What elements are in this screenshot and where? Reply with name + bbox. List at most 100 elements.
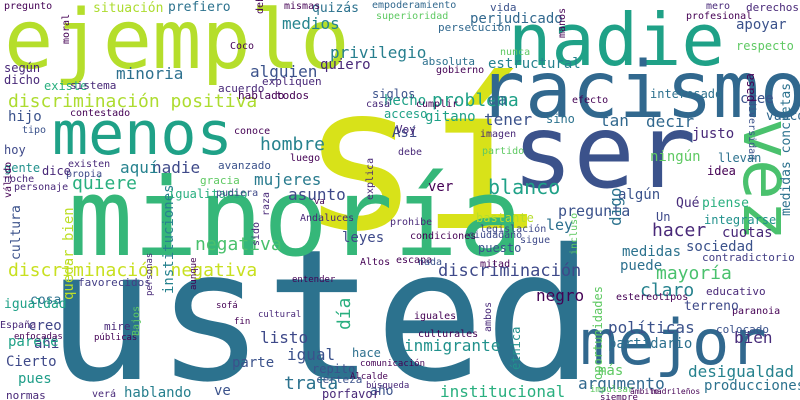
cloud-word: medidas concretas	[779, 82, 794, 216]
cloud-word: mitad	[480, 259, 511, 270]
cloud-word: cosa	[30, 293, 62, 308]
cloud-word: alguien	[250, 62, 318, 81]
cloud-word: personaje	[14, 182, 69, 193]
cloud-word: ejemplo	[4, 0, 350, 88]
cloud-word: ámbito	[630, 387, 659, 396]
cloud-word: sistema	[70, 79, 117, 92]
cloud-word: terreno	[684, 299, 739, 314]
cloud-word: argumento	[578, 374, 665, 393]
cloud-word: sociedad	[686, 239, 754, 255]
cloud-word: institucional	[440, 382, 566, 400]
cloud-word: casa	[366, 99, 391, 110]
cloud-word: pues	[18, 371, 52, 387]
cloud-word: cultural	[258, 310, 302, 320]
cloud-word: igualitario	[168, 187, 248, 201]
cloud-word: día	[334, 297, 355, 330]
cloud-word: imagen	[480, 129, 517, 140]
cloud-word: prohibe	[390, 217, 433, 228]
cloud-word: nadie	[508, 0, 725, 82]
cloud-word: prefiero	[168, 0, 231, 15]
cloud-word: superioridad	[376, 11, 449, 22]
cloud-word: idea	[707, 164, 736, 178]
cloud-word: interesado	[650, 87, 723, 101]
cloud-word: nunca	[500, 47, 531, 58]
cloud-word: ley	[546, 216, 574, 234]
cloud-word: contestado	[70, 108, 131, 119]
cloud-word: igualdad	[4, 297, 67, 312]
cloud-word: efecto	[572, 95, 609, 106]
cloud-word: étnica	[509, 326, 523, 370]
cloud-word: Andaluces	[300, 213, 355, 224]
cloud-word: año	[370, 384, 394, 399]
cloud-word: pasa	[743, 73, 757, 102]
cloud-word: bastante	[476, 211, 534, 225]
cloud-word: minoría	[68, 156, 524, 281]
cloud-word: pudiera	[216, 188, 259, 199]
cloud-word: minoria	[116, 64, 184, 83]
cloud-word: mejor	[580, 306, 767, 379]
cloud-word: gitano	[425, 109, 476, 125]
cloud-word: discriminación	[438, 261, 582, 281]
cloud-word: medios	[282, 14, 340, 33]
cloud-word: decir	[646, 112, 695, 131]
cloud-word: creo	[28, 318, 62, 334]
cloud-word: aunque	[189, 257, 199, 290]
cloud-word: situación	[93, 1, 164, 16]
cloud-word: ver	[428, 179, 454, 195]
cloud-word: España	[0, 320, 37, 331]
cloud-word: negro	[536, 286, 585, 305]
cloud-word: puesto	[478, 241, 522, 255]
cloud-word: Bajos	[131, 305, 142, 336]
cloud-word: bien	[734, 328, 773, 347]
cloud-word: menos	[52, 99, 233, 169]
cloud-word: partidario	[608, 336, 693, 352]
cloud-word: verá	[92, 389, 117, 400]
cloud-word: conoce	[234, 126, 271, 137]
cloud-word: legislación	[480, 224, 547, 235]
cloud-word: mero	[706, 1, 731, 12]
cloud-word: válido	[3, 161, 14, 198]
cloud-word: existe	[44, 79, 88, 93]
cloud-word: raza	[261, 191, 272, 216]
cloud-word: pregunto	[4, 1, 53, 12]
cloud-word: derechos	[746, 1, 799, 14]
cloud-word: madrileños	[652, 387, 701, 396]
cloud-word: respecto	[736, 39, 794, 53]
cloud-word: hoy	[4, 143, 26, 157]
cloud-word: racismo	[478, 46, 800, 136]
cloud-word: cumplir	[416, 99, 459, 110]
cloud-word: favorecidos	[78, 276, 151, 289]
cloud-word: gente	[4, 161, 41, 175]
cloud-word: aquí	[120, 158, 159, 177]
cloud-word: estructural	[488, 56, 581, 72]
cloud-word: culturales	[418, 329, 479, 340]
cloud-word: quiere	[72, 173, 138, 194]
cloud-word: repito	[312, 362, 356, 376]
cloud-word: explica	[365, 157, 376, 200]
cloud-word: hijo	[8, 109, 42, 125]
cloud-word: hombre	[260, 134, 326, 155]
cloud-word: hablando	[124, 385, 192, 400]
cloud-word: ve	[214, 383, 231, 399]
cloud-word: más	[598, 363, 624, 379]
cloud-word: perjudicado	[470, 11, 563, 27]
cloud-word: parece	[8, 334, 59, 350]
cloud-word: claro	[640, 280, 695, 301]
cloud-word: discriminación negativa	[8, 260, 258, 281]
cloud-word: desigualdad	[688, 362, 794, 381]
cloud-word: acceso	[384, 107, 428, 121]
cloud-word: luego	[290, 153, 321, 164]
cloud-word: Así	[392, 125, 418, 141]
cloud-word: siglos	[372, 87, 416, 101]
cloud-word: hablado	[238, 89, 285, 102]
cloud-word: justo	[692, 126, 735, 142]
cloud-word: sofá	[216, 301, 238, 311]
cloud-word: quizás	[312, 1, 359, 16]
cloud-word: mire	[104, 320, 131, 333]
cloud-word: empoderamiento	[372, 0, 457, 11]
cloud-word: certeza	[316, 373, 363, 386]
cloud-word: condiciones	[410, 231, 477, 242]
cloud-word: todos	[276, 89, 310, 102]
cloud-word: educativo	[706, 285, 766, 298]
